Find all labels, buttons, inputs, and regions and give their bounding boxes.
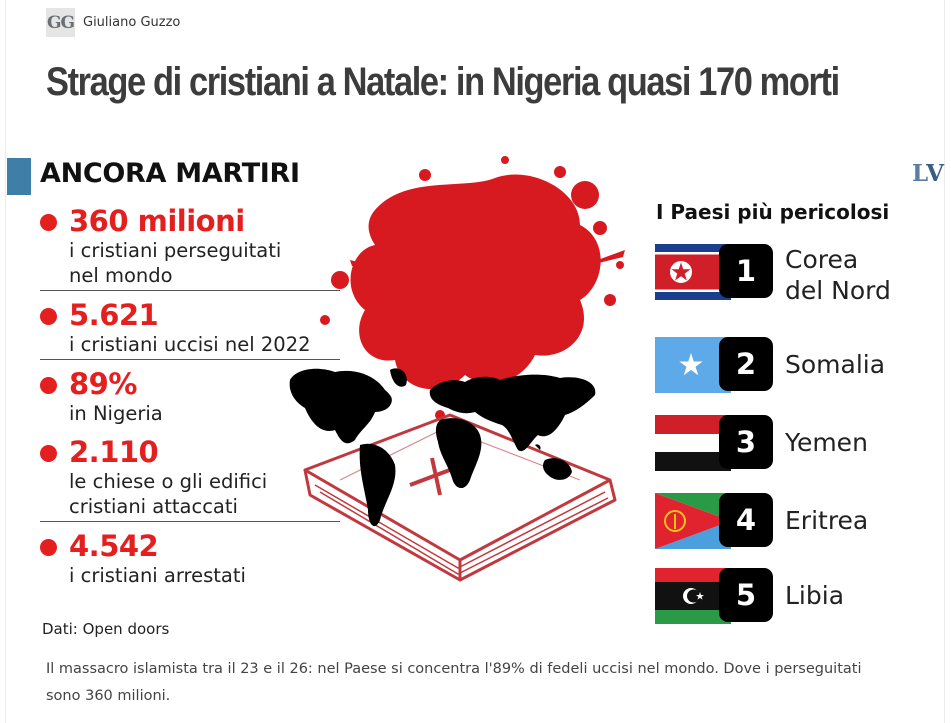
- rank-badge: 4: [719, 493, 773, 547]
- brand-logo: LV: [912, 160, 944, 187]
- stat-item: 89% in Nigeria: [40, 368, 340, 428]
- data-source: Dati: Open doors: [42, 620, 170, 638]
- illustration: [289, 156, 625, 582]
- country-name: Yemen: [785, 428, 868, 457]
- blood-splatter-icon: [320, 156, 625, 420]
- stats-list: 360 milioni i cristiani perseguitati nel…: [40, 205, 340, 598]
- stat-value: 2.110: [69, 435, 159, 469]
- stat-description: in Nigeria: [69, 402, 163, 425]
- author-name[interactable]: Giuliano Guzzo: [83, 15, 181, 30]
- countries-title: I Paesi più pericolosi: [656, 200, 890, 224]
- stat-item: 4.542 i cristiani arrestati: [40, 530, 340, 590]
- country-item-yemen: 3 Yemen: [655, 415, 945, 475]
- country-item-eritrea: 4 Eritrea: [655, 493, 945, 553]
- world-map-icon: [289, 368, 596, 527]
- rank-badge: 5: [719, 568, 773, 622]
- stat-item: 5.621 i cristiani uccisi nel 2022: [40, 299, 340, 360]
- bullet-icon: [40, 308, 57, 325]
- eritrea-flag-icon: [655, 493, 731, 549]
- bullet-icon: [40, 377, 57, 394]
- country-name: Somalia: [785, 350, 886, 379]
- section-accent-bar: [7, 158, 31, 195]
- stat-description: i cristiani uccisi nel 2022: [69, 333, 311, 356]
- bullet-icon: [40, 214, 57, 231]
- page-frame: [5, 0, 945, 723]
- byline: GG Giuliano Guzzo: [46, 8, 180, 37]
- brand-logo-second: V: [926, 160, 944, 187]
- country-item-north-korea: 1 Corea del Nord: [655, 244, 945, 305]
- north-korea-flag-icon: [655, 244, 731, 300]
- country-name: Libia: [785, 581, 845, 610]
- stat-description: i cristiani arrestati: [69, 564, 246, 587]
- country-item-somalia: 2 Somalia: [655, 337, 945, 397]
- image-caption: Il massacro islamista tra il 23 e il 26:…: [46, 661, 862, 704]
- yemen-flag-icon: [655, 415, 731, 471]
- stat-item: 360 milioni i cristiani perseguitati nel…: [40, 205, 340, 291]
- libya-flag-icon: [655, 568, 731, 624]
- country-item-libya: 5 Libia: [655, 568, 945, 628]
- country-name: Eritrea: [785, 506, 869, 535]
- headline: Strage di cristiani a Natale: in Nigeria…: [46, 60, 840, 104]
- bullet-icon: [40, 539, 57, 556]
- bullet-icon: [40, 445, 57, 462]
- stat-item: 2.110 le chiese o gli edifici cristiani …: [40, 436, 340, 522]
- book-icon: [303, 413, 617, 582]
- stat-description: i cristiani perseguitati nel mondo: [69, 239, 282, 287]
- rank-badge: 2: [719, 337, 773, 391]
- stat-value: 89%: [69, 367, 137, 401]
- rank-badge: 1: [719, 244, 773, 298]
- stat-value: 360 milioni: [69, 204, 245, 238]
- stat-description: le chiese o gli edifici cristiani attacc…: [69, 470, 268, 518]
- section-title: ANCORA MARTIRI: [40, 158, 300, 189]
- rank-badge: 3: [719, 415, 773, 469]
- country-name: Corea del Nord: [785, 245, 891, 305]
- stat-value: 5.621: [69, 298, 159, 332]
- stat-value: 4.542: [69, 529, 159, 563]
- author-logo[interactable]: GG: [46, 8, 75, 37]
- brand-logo-first: L: [912, 160, 928, 187]
- somalia-flag-icon: [655, 337, 731, 393]
